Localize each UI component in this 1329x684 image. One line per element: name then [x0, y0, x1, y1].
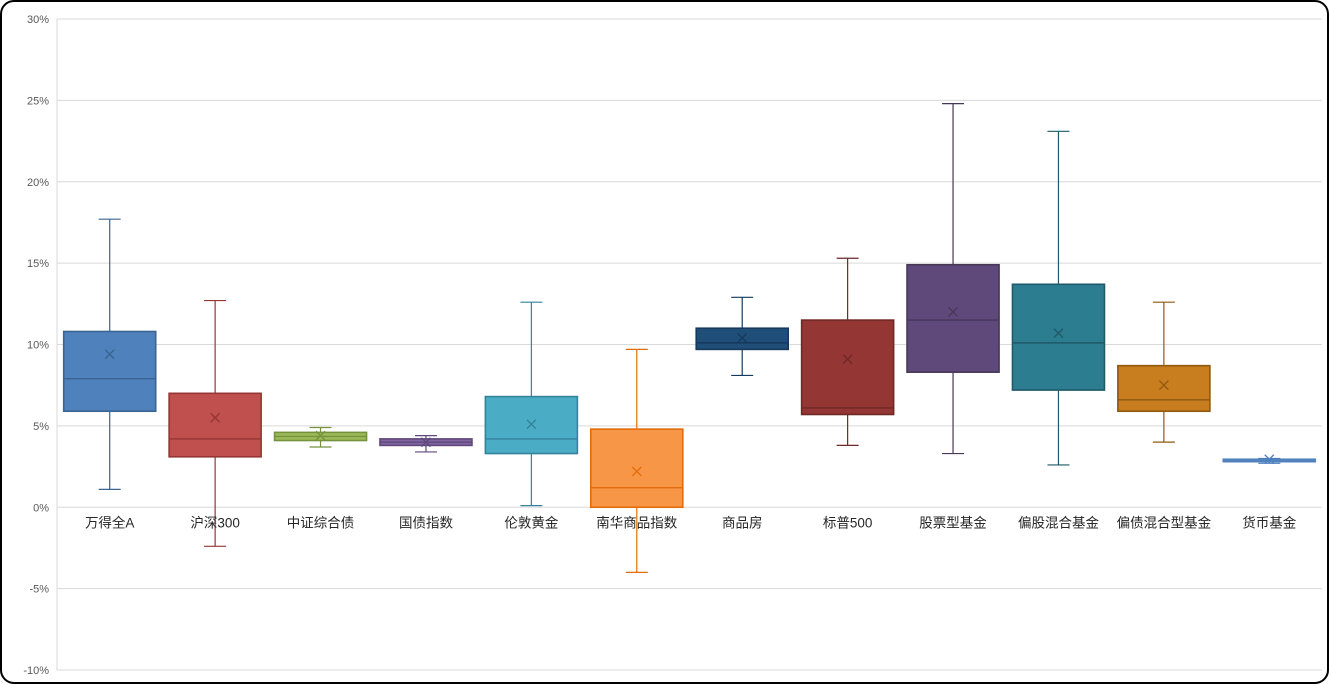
mean-marker-icon — [104, 349, 115, 360]
boxplot-series-2: 沪深300 — [168, 299, 262, 547]
mean-marker-icon — [948, 306, 959, 317]
mean-marker-icon — [1158, 380, 1169, 391]
y-axis-tick-label: 0% — [33, 502, 49, 514]
boxplot-series-12: 货币基金 — [1222, 454, 1317, 530]
x-axis-category-label: 股票型基金 — [919, 514, 987, 530]
boxplot-series-6: 南华商品指数 — [589, 348, 684, 573]
y-axis-tick-label: 25% — [27, 95, 49, 107]
iqr-box — [1011, 283, 1106, 391]
iqr-box — [800, 319, 895, 416]
x-axis-category-label: 商品房 — [722, 515, 763, 530]
boxplot-series-1: 万得全A — [62, 218, 157, 530]
x-axis-category-label: 偏股混合基金 — [1018, 514, 1099, 530]
mean-marker-icon — [842, 354, 853, 365]
iqr-box — [62, 330, 157, 413]
boxplot-series-11: 偏债混合型基金 — [1117, 301, 1212, 530]
y-axis-tick-label: 15% — [27, 258, 49, 270]
mean-marker-icon — [1264, 454, 1275, 465]
boxplot-series-7: 商品房 — [695, 296, 790, 530]
x-axis-category-label: 国债指数 — [399, 515, 453, 530]
boxplot-series-5: 伦敦黄金 — [484, 301, 579, 530]
iqr-box — [1117, 364, 1211, 413]
boxplot-series-9: 股票型基金 — [906, 103, 1000, 530]
iqr-box — [906, 263, 1000, 373]
iqr-box — [168, 392, 262, 458]
mean-marker-icon — [420, 437, 431, 448]
mean-marker-icon — [526, 419, 537, 430]
boxplot-series-8: 标普500 — [800, 257, 895, 530]
x-axis-category-label: 南华商品指数 — [596, 515, 677, 530]
x-axis-category-label: 沪深300 — [190, 515, 240, 530]
y-axis-tick-label: -10% — [23, 665, 49, 677]
x-axis-category-label: 伦敦黄金 — [504, 515, 558, 530]
x-axis-category-label: 中证综合债 — [287, 515, 355, 530]
mean-marker-icon — [315, 430, 326, 441]
x-axis-category-label: 标普500 — [823, 515, 873, 530]
y-axis-tick-label: 30% — [27, 14, 49, 26]
boxplot-series-4: 国债指数 — [379, 435, 473, 530]
mean-marker-icon — [631, 466, 642, 477]
iqr-box — [589, 428, 684, 509]
y-axis-tick-label: 5% — [33, 421, 49, 433]
x-axis-category-label: 货币基金 — [1242, 514, 1296, 530]
y-axis-tick-label: 10% — [27, 340, 49, 352]
x-axis-category-label: 万得全A — [85, 514, 135, 530]
mean-marker-icon — [737, 333, 748, 343]
boxplot-series-3: 中证综合债 — [273, 426, 368, 530]
y-axis-tick-label: -5% — [29, 584, 49, 596]
mean-marker-icon — [210, 412, 221, 423]
boxplot-series-10: 偏股混合基金 — [1011, 130, 1106, 530]
mean-marker-icon — [1053, 328, 1064, 339]
y-axis-tick-label: 20% — [27, 177, 49, 189]
x-axis-category-label: 偏债混合型基金 — [1117, 514, 1212, 530]
